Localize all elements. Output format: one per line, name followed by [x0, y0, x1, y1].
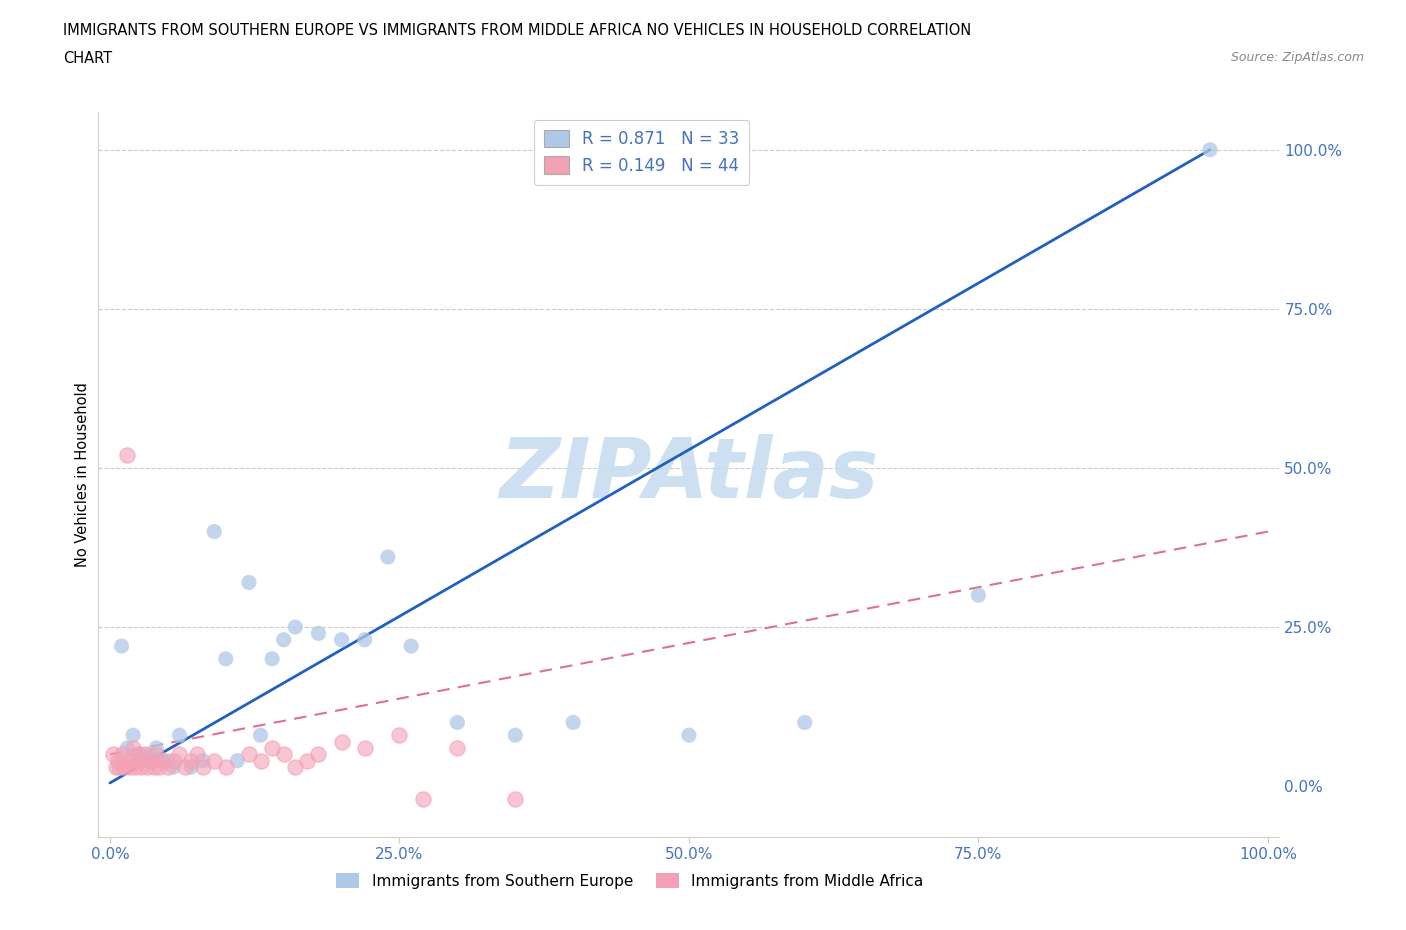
Point [174, 760, 197, 775]
Point [215, 760, 238, 775]
Point [562, 715, 585, 730]
Point [156, 753, 179, 768]
Point [307, 626, 329, 641]
Y-axis label: No Vehicles in Household: No Vehicles in Household [75, 382, 90, 566]
Point [330, 734, 353, 749]
Point [169, 728, 191, 743]
Point [262, 740, 284, 755]
Point [180, 760, 202, 775]
Point [169, 747, 191, 762]
Point [238, 575, 260, 590]
Point [110, 639, 132, 654]
Point [412, 791, 434, 806]
Point [163, 753, 186, 768]
Point [215, 651, 238, 666]
Point [295, 753, 318, 768]
Point [139, 753, 162, 768]
Point [180, 753, 202, 768]
Point [191, 760, 214, 775]
Point [145, 747, 167, 762]
Point [226, 753, 249, 768]
Point [128, 747, 150, 762]
Point [103, 747, 125, 762]
Point [503, 791, 526, 806]
Point [330, 632, 353, 647]
Point [150, 753, 173, 768]
Text: CHART: CHART [63, 51, 112, 66]
Point [273, 632, 295, 647]
Point [446, 740, 468, 755]
Point [120, 753, 142, 768]
Point [163, 760, 186, 775]
Point [446, 715, 468, 730]
Point [388, 728, 411, 743]
Point [191, 753, 214, 768]
Point [249, 728, 271, 743]
Point [136, 760, 159, 775]
Point [148, 760, 170, 775]
Point [503, 728, 526, 743]
Point [104, 760, 127, 775]
Point [124, 760, 146, 775]
Point [143, 760, 166, 775]
Point [118, 760, 141, 775]
Point [122, 728, 145, 743]
Point [129, 760, 152, 775]
Text: IMMIGRANTS FROM SOUTHERN EUROPE VS IMMIGRANTS FROM MIDDLE AFRICA NO VEHICLES IN : IMMIGRANTS FROM SOUTHERN EUROPE VS IMMIG… [63, 23, 972, 38]
Point [127, 753, 149, 768]
Point [156, 760, 179, 775]
Point [128, 747, 150, 762]
Point [108, 760, 131, 775]
Point [284, 619, 307, 634]
Point [238, 747, 260, 762]
Point [353, 632, 375, 647]
Point [377, 550, 399, 565]
Text: ZIPAtlas: ZIPAtlas [499, 433, 879, 515]
Point [249, 753, 271, 768]
Point [202, 753, 225, 768]
Point [399, 639, 422, 654]
Point [117, 447, 139, 462]
Point [107, 753, 129, 768]
Point [134, 753, 156, 768]
Text: Source: ZipAtlas.com: Source: ZipAtlas.com [1230, 51, 1364, 64]
Legend: Immigrants from Southern Europe, Immigrants from Middle Africa: Immigrants from Southern Europe, Immigra… [330, 867, 929, 895]
Point [353, 740, 375, 755]
Point [262, 651, 284, 666]
Point [122, 740, 145, 755]
Point [145, 740, 167, 755]
Point [112, 760, 135, 775]
Point [117, 740, 139, 755]
Point [115, 753, 138, 768]
Point [202, 525, 225, 539]
Point [284, 760, 307, 775]
Point [678, 728, 700, 743]
Point [134, 747, 156, 762]
Point [1199, 142, 1222, 157]
Point [793, 715, 815, 730]
Point [139, 747, 162, 762]
Point [273, 747, 295, 762]
Point [110, 747, 132, 762]
Point [186, 747, 208, 762]
Point [967, 588, 990, 603]
Point [307, 747, 329, 762]
Point [150, 753, 173, 768]
